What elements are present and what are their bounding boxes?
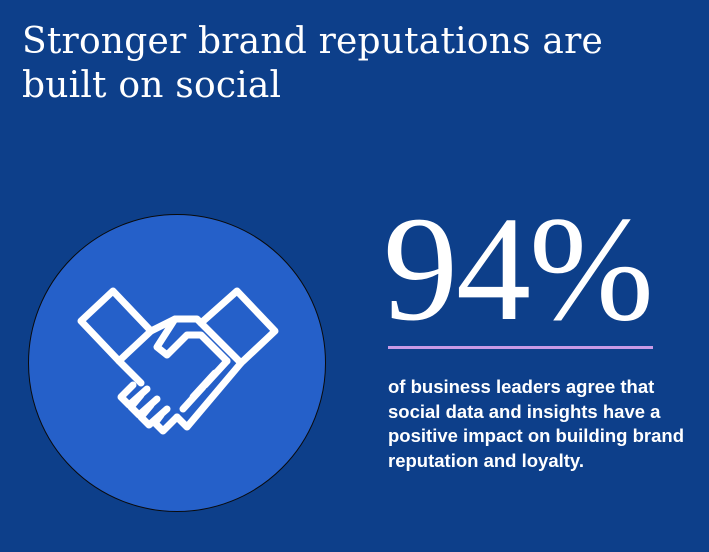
headline: Stronger brand reputations are built on … xyxy=(22,21,603,106)
stat-description: of business leaders agree that social da… xyxy=(388,376,685,471)
handshake-icon-circle xyxy=(28,214,326,512)
stat-percentage: 94% xyxy=(383,186,654,352)
divider xyxy=(388,346,653,349)
handshake-icon xyxy=(77,287,279,435)
